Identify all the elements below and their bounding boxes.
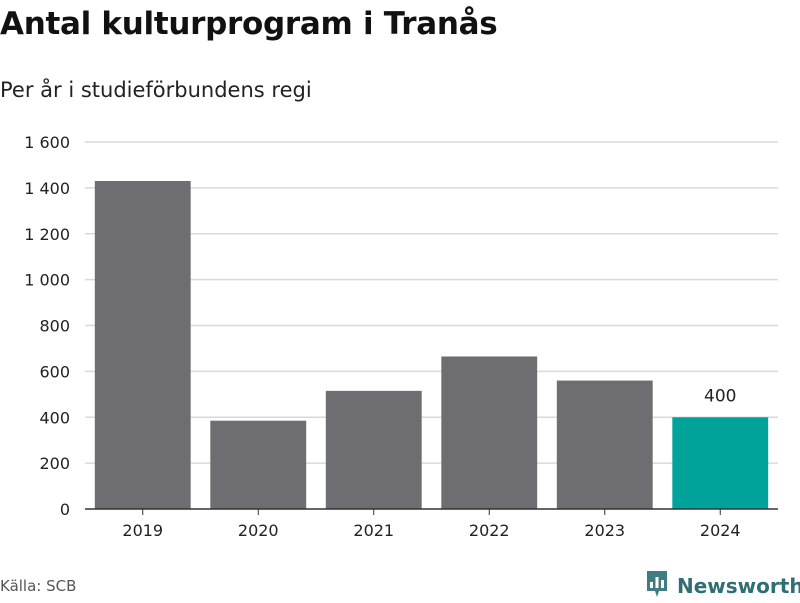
bar [325,390,422,509]
y-tick-label: 800 [39,317,70,336]
y-tick-label: 1 200 [24,225,70,244]
bar-chart-icon [645,569,669,603]
brand-logo: Newsworthy [645,569,800,603]
y-tick-label: 600 [39,362,70,381]
x-tick-label: 2021 [353,521,394,540]
source-note: Källa: SCB [0,577,77,595]
y-tick-label: 200 [39,454,70,473]
y-tick-label: 1 000 [24,271,70,290]
x-tick-label: 2020 [238,521,279,540]
x-tick-label: 2019 [122,521,163,540]
brand-name: Newsworthy [677,574,800,598]
y-tick-label: 1 600 [24,133,70,152]
bar [556,380,653,509]
bar-chart: 0 200 400 600 800 1 000 1 200 1 400 1 600 2019 202… [24,133,778,540]
data-label: 400 [704,386,736,406]
bar [94,180,191,509]
x-tick-label: 2024 [700,521,741,540]
x-tick-label: 2022 [469,521,510,540]
x-tick-label: 2023 [584,521,625,540]
chart-title: Antal kulturprogram i Tranås [0,6,498,42]
bar [441,356,538,509]
y-tick-label: 400 [39,408,70,427]
bar [210,420,307,509]
y-tick-label: 0 [60,500,70,519]
y-tick-label: 1 400 [24,179,70,198]
chart-subtitle: Per år i studieförbundens regi [0,78,312,102]
bar [672,417,769,509]
